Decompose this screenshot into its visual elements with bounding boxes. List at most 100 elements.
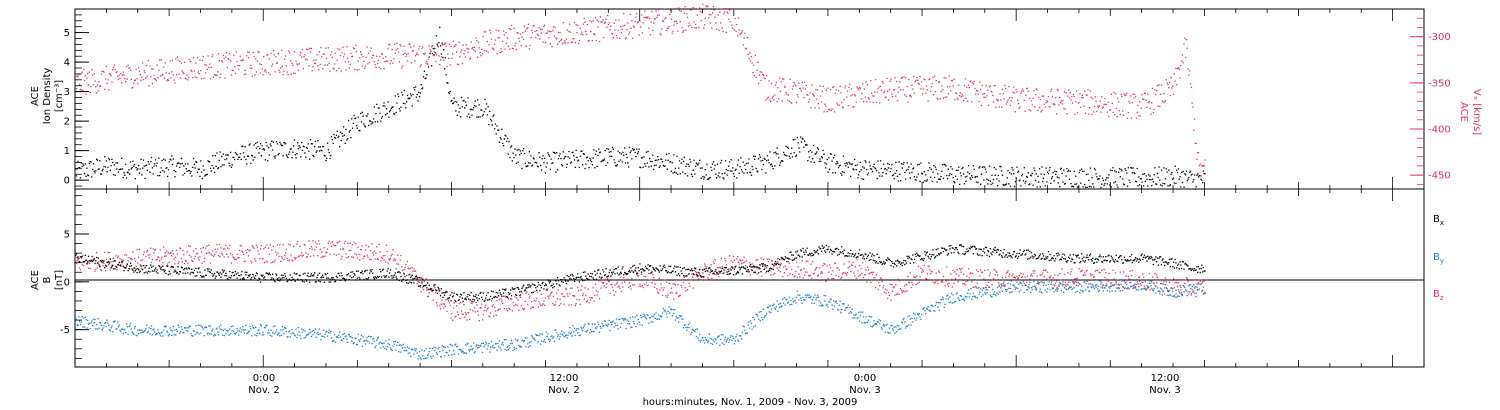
data-point: [1034, 179, 1037, 182]
data-point: [702, 3, 704, 5]
data-point: [355, 124, 358, 127]
data-point: [1201, 282, 1203, 284]
data-point: [226, 329, 228, 332]
data-point: [485, 343, 488, 345]
data-point: [976, 176, 978, 178]
data-point: [293, 139, 296, 141]
data-point: [481, 319, 484, 321]
data-point: [910, 96, 912, 98]
data-point: [561, 333, 564, 336]
data-point: [519, 345, 522, 347]
data-point: [882, 287, 884, 289]
data-point: [427, 66, 430, 68]
data-point: [274, 157, 276, 159]
data-point: [1151, 287, 1153, 289]
data-point: [444, 42, 446, 44]
data-point: [770, 82, 773, 85]
data-point: [201, 59, 203, 61]
data-point: [1166, 171, 1168, 173]
data-point: [513, 27, 515, 29]
data-point: [306, 334, 308, 336]
data-point: [927, 169, 929, 172]
data-point: [1176, 285, 1179, 288]
data-point: [646, 162, 648, 164]
data-point: [890, 299, 892, 301]
data-point: [457, 353, 459, 355]
data-point: [88, 262, 90, 264]
data-point: [1089, 167, 1092, 169]
data-point: [1141, 281, 1143, 283]
data-point: [283, 258, 285, 261]
data-point: [461, 106, 463, 108]
data-point: [996, 178, 998, 180]
data-point: [1147, 93, 1149, 95]
data-point: [837, 275, 840, 278]
data-point: [615, 34, 618, 37]
data-point: [588, 324, 590, 326]
data-point: [692, 169, 694, 171]
data-point: [887, 90, 889, 92]
data-point: [491, 47, 493, 49]
data-point: [549, 168, 551, 171]
data-point: [209, 63, 211, 65]
data-point: [154, 331, 156, 333]
data-point: [844, 162, 846, 165]
data-point: [971, 175, 973, 177]
data-point: [850, 88, 853, 90]
data-point: [1083, 170, 1085, 172]
data-point: [787, 94, 790, 96]
data-point: [384, 60, 386, 63]
data-point: [957, 98, 959, 101]
data-point: [694, 27, 696, 29]
data-point: [470, 41, 472, 43]
data-point: [117, 162, 119, 164]
data-point: [1121, 170, 1123, 172]
data-point: [1105, 283, 1108, 285]
data-point: [250, 162, 252, 165]
data-point: [544, 42, 547, 44]
data-point: [676, 317, 678, 319]
data-point: [578, 334, 580, 337]
data-point: [967, 268, 970, 270]
data-point: [1002, 93, 1004, 95]
data-point: [715, 22, 717, 24]
data-point: [94, 270, 96, 272]
data-point: [328, 62, 330, 64]
data-point: [685, 29, 687, 31]
data-point: [853, 272, 855, 274]
data-point: [327, 242, 329, 244]
data-point: [784, 154, 786, 157]
data-point: [365, 340, 367, 342]
data-point: [159, 335, 162, 337]
data-point: [806, 144, 808, 146]
data-point: [291, 259, 293, 261]
data-point: [631, 326, 633, 329]
data-point: [334, 341, 337, 343]
data-point: [831, 277, 833, 280]
data-point: [959, 267, 961, 270]
data-point: [872, 101, 874, 104]
data-point: [669, 282, 671, 285]
data-point: [297, 241, 299, 243]
data-point: [703, 263, 706, 265]
data-point: [1063, 169, 1065, 171]
data-point: [1104, 182, 1106, 185]
data-point: [371, 243, 373, 245]
data-point: [988, 281, 990, 284]
data-point: [510, 24, 513, 27]
data-point: [257, 329, 259, 332]
data-point: [192, 260, 194, 263]
data-point: [659, 289, 661, 291]
data-point: [728, 268, 730, 271]
data-point: [757, 61, 759, 63]
data-point: [583, 298, 585, 300]
data-point: [443, 346, 445, 348]
data-point: [234, 65, 236, 68]
data-point: [238, 330, 241, 332]
data-point: [980, 269, 982, 271]
data-point: [418, 96, 421, 98]
data-point: [578, 39, 580, 42]
data-point: [887, 167, 890, 169]
data-point: [1185, 277, 1188, 279]
data-point: [159, 260, 161, 262]
